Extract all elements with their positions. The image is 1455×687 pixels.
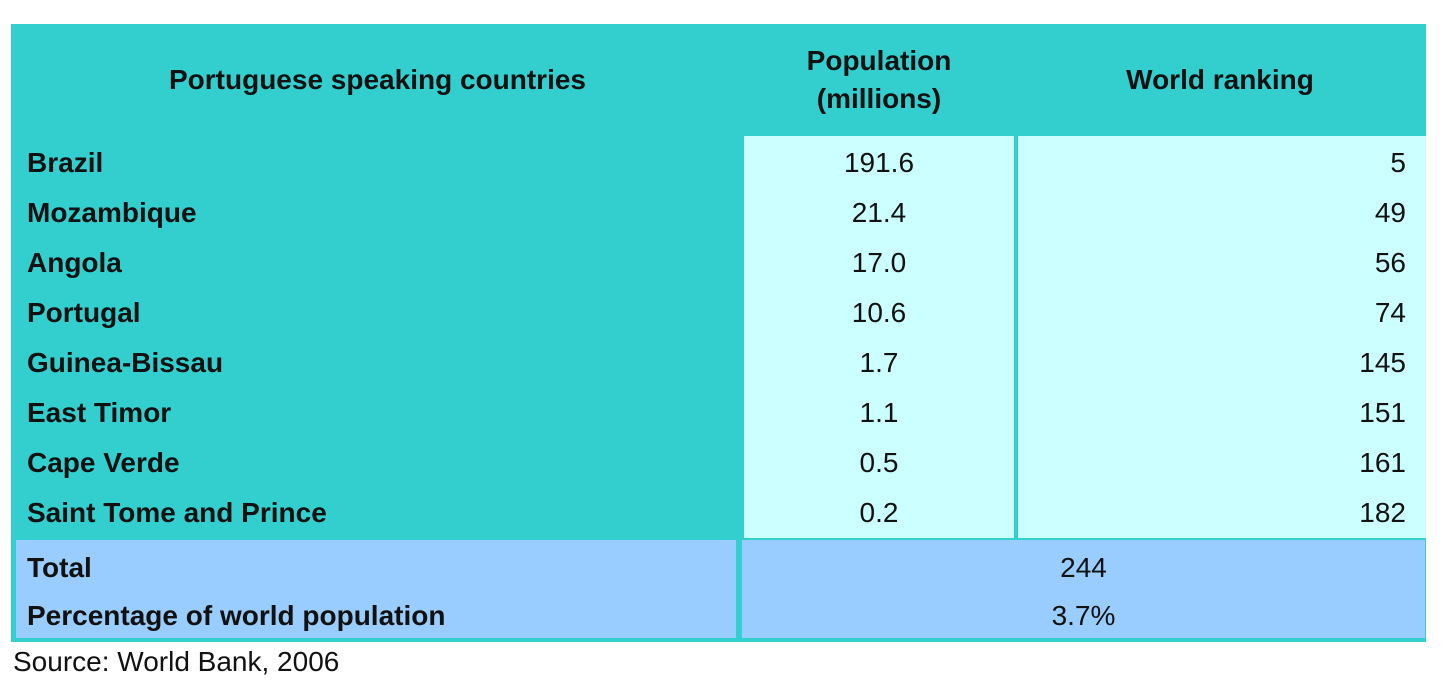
ranking-cell: 74 [1374,297,1406,328]
header-population: Population (millions) [744,24,1014,136]
source-note: Source: World Bank, 2006 [13,646,340,677]
population-cell: 0.2 [859,497,899,528]
header-population-line2: (millions) [816,83,942,114]
population-cell: 10.6 [851,297,907,328]
total-label: Total [27,552,92,583]
ranking-column: 5 49 56 74 145 151 161 182 [1018,136,1426,538]
country-cell: Guinea-Bissau [27,347,224,378]
table-body: Brazil Mozambique Angola Portugal Guinea… [11,136,1426,538]
country-cell: Brazil [27,147,104,178]
ranking-cell: 56 [1374,247,1406,278]
population-cell: 1.1 [859,397,899,428]
percentage-label: Percentage of world population [27,600,446,631]
total-value: 244 [1060,552,1107,583]
ranking-cell: 5 [1390,147,1406,178]
population-table: Portuguese speaking countries Population… [11,24,1426,642]
ranking-cell: 145 [1359,347,1406,378]
country-cell: East Timor [27,397,172,428]
header-population-line1: Population [806,45,952,76]
country-cell: Mozambique [27,197,197,228]
header-country: Portuguese speaking countries [169,64,586,95]
table-header: Portuguese speaking countries Population… [11,24,1426,136]
percentage-value: 3.7% [1051,600,1116,631]
country-cell: Cape Verde [27,447,180,478]
ranking-cell: 151 [1359,397,1406,428]
ranking-cell: 49 [1374,197,1406,228]
population-cell: 0.5 [859,447,899,478]
population-cell: 191.6 [843,147,915,178]
country-cell: Saint Tome and Prince [27,497,327,528]
footer-values: 244 3.7% [742,540,1425,638]
footer-labels: Total Percentage of world population [16,540,736,638]
country-cell: Portugal [27,297,141,328]
country-cell: Angola [27,247,122,278]
ranking-cell: 182 [1359,497,1406,528]
country-column: Brazil Mozambique Angola Portugal Guinea… [11,136,744,538]
header-ranking: World ranking [1126,64,1314,95]
population-cell: 1.7 [859,347,899,378]
population-cell: 17.0 [851,247,907,278]
ranking-cell: 161 [1359,447,1406,478]
population-cell: 21.4 [851,197,907,228]
table-footer: Total Percentage of world population 244… [11,538,1426,642]
population-column: 191.6 21.4 17.0 10.6 1.7 1.1 0.5 0.2 [744,136,1014,538]
